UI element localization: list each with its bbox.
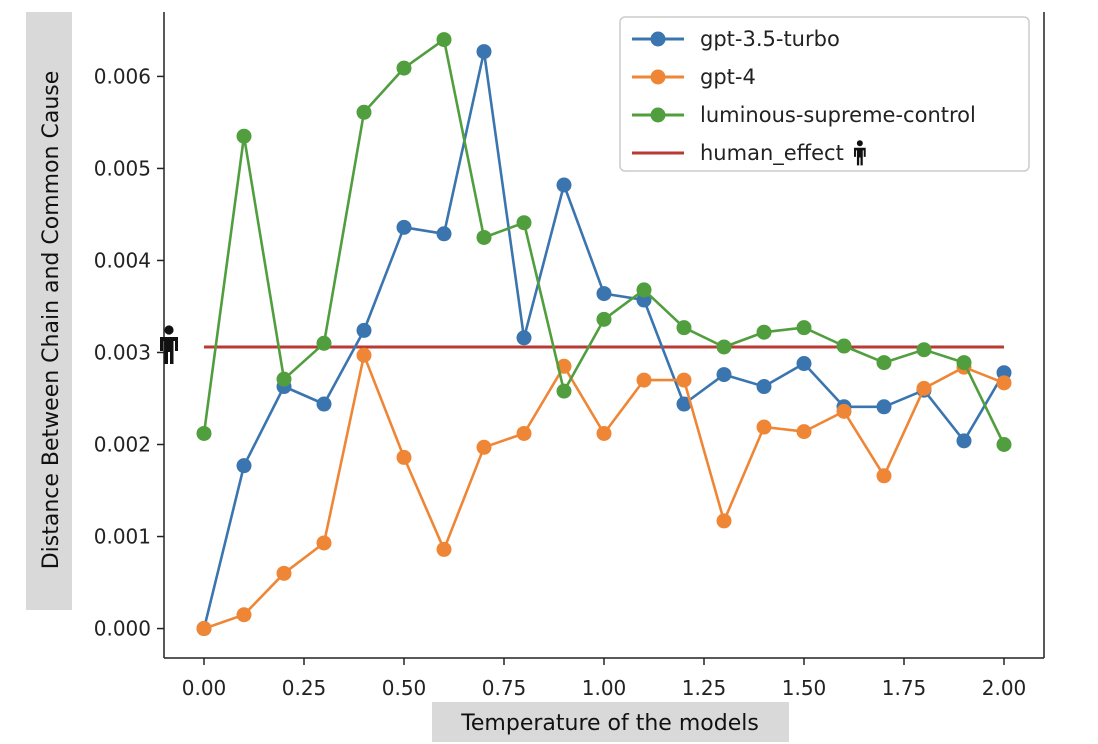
data-point-gpt-3-5-turbo [796,356,812,372]
x-tick-label: 1.50 [782,676,827,700]
data-point-gpt-4 [876,468,892,484]
data-point-luminous-supreme-control [836,338,852,354]
data-point-gpt-4 [676,372,692,388]
data-point-luminous-supreme-control [596,311,612,327]
data-point-luminous-supreme-control [636,282,652,298]
series-group [196,32,1012,637]
y-tick-label: 0.003 [94,340,151,364]
data-point-luminous-supreme-control [716,339,732,355]
data-point-gpt-4 [436,541,452,557]
series-gpt-4 [196,347,1012,637]
data-point-gpt-4 [276,565,292,581]
y-axis-label: Distance Between Chain and Common Cause [39,71,64,570]
data-point-gpt-4 [236,607,252,623]
data-point-luminous-supreme-control [876,355,892,371]
data-point-gpt-4 [796,424,812,440]
legend-label: human_effect [700,141,844,166]
legend-label: gpt-4 [700,65,756,89]
data-point-gpt-4 [396,449,412,465]
legend-swatch-marker [650,107,666,123]
data-point-gpt-3-5-turbo [396,219,412,235]
x-tick-label: 0.50 [382,676,427,700]
data-point-gpt-4 [636,372,652,388]
data-point-gpt-4 [476,439,492,455]
data-point-gpt-4 [356,347,372,363]
x-tick-label: 1.25 [682,676,727,700]
y-tick-label: 0.000 [94,617,151,641]
y-axis-label-box [26,12,72,610]
legend-label: luminous-supreme-control [700,103,976,127]
legend-swatch-marker [650,31,666,47]
data-point-gpt-3-5-turbo [716,367,732,383]
x-tick-label: 0.75 [482,676,527,700]
legend-item-luminous-supreme-control: luminous-supreme-control [632,103,976,127]
data-point-luminous-supreme-control [996,437,1012,453]
data-point-gpt-3-5-turbo [676,396,692,412]
y-tick-label: 0.005 [94,156,151,180]
legend-swatch-marker [650,69,666,85]
data-point-luminous-supreme-control [796,320,812,336]
data-point-gpt-3-5-turbo [876,399,892,415]
data-point-luminous-supreme-control [916,342,932,358]
x-tick-label: 2.00 [982,676,1027,700]
data-point-gpt-4 [756,419,772,435]
legend: gpt-3.5-turbo gpt-4 luminous-supreme-contr… [619,16,1030,172]
data-point-gpt-4 [596,425,612,441]
data-point-gpt-3-5-turbo [756,379,772,395]
data-point-luminous-supreme-control [676,320,692,336]
data-point-luminous-supreme-control [316,335,332,351]
data-point-luminous-supreme-control [956,355,972,371]
x-axis-label-box [432,702,789,742]
legend-frame [619,16,1030,172]
data-point-gpt-3-5-turbo [516,330,532,346]
legend-item-human-effect: human_effect [632,140,866,166]
data-point-luminous-supreme-control [356,104,372,120]
data-point-luminous-supreme-control [436,32,452,48]
data-point-luminous-supreme-control [516,215,532,231]
y-tick-label: 0.004 [94,248,151,272]
data-point-luminous-supreme-control [756,324,772,340]
data-point-gpt-4 [316,535,332,551]
x-tick-label: 0.00 [182,676,227,700]
y-tick-label: 0.006 [94,64,151,88]
data-point-gpt-4 [716,513,732,529]
series-line-gpt-4 [203,353,1005,630]
data-point-gpt-4 [836,403,852,419]
x-tick-label: 1.00 [582,676,627,700]
data-point-gpt-3-5-turbo [956,433,972,449]
data-point-gpt-4 [996,375,1012,391]
legend-item-gpt-4: gpt-4 [632,65,756,89]
data-point-luminous-supreme-control [236,128,252,144]
data-point-gpt-4 [916,380,932,396]
y-tick-label: 0.001 [94,525,151,549]
y-ticks: 0.000 0.001 0.002 0.003 0.004 0.005 0.006 [94,64,164,641]
data-point-gpt-4 [196,621,212,637]
data-point-gpt-4 [516,425,532,441]
x-ticks: 0.00 0.25 0.50 0.75 1.00 1.25 1.50 1.75 2.00 [182,658,1027,700]
data-point-luminous-supreme-control [396,60,412,76]
data-point-gpt-3-5-turbo [356,322,372,338]
data-point-gpt-3-5-turbo [556,177,572,193]
legend-item-gpt-3-5-turbo: gpt-3.5-turbo [632,27,840,51]
data-point-luminous-supreme-control [556,383,572,399]
data-point-gpt-3-5-turbo [436,226,452,242]
data-point-gpt-3-5-turbo [476,44,492,60]
data-point-luminous-supreme-control [276,371,292,387]
data-point-gpt-3-5-turbo [236,458,252,474]
legend-label: gpt-3.5-turbo [700,27,840,51]
y-tick-label: 0.002 [94,433,151,457]
x-axis-label: Temperature of the models [460,711,759,736]
data-point-luminous-supreme-control [196,425,212,441]
data-point-gpt-3-5-turbo [316,396,332,412]
x-tick-label: 1.75 [882,676,927,700]
person-icon [160,325,178,364]
series-luminous-supreme-control [196,32,1012,453]
data-point-gpt-3-5-turbo [596,286,612,302]
series-gpt-3-5-turbo [196,44,1012,637]
data-point-luminous-supreme-control [476,229,492,245]
x-tick-label: 0.25 [282,676,327,700]
